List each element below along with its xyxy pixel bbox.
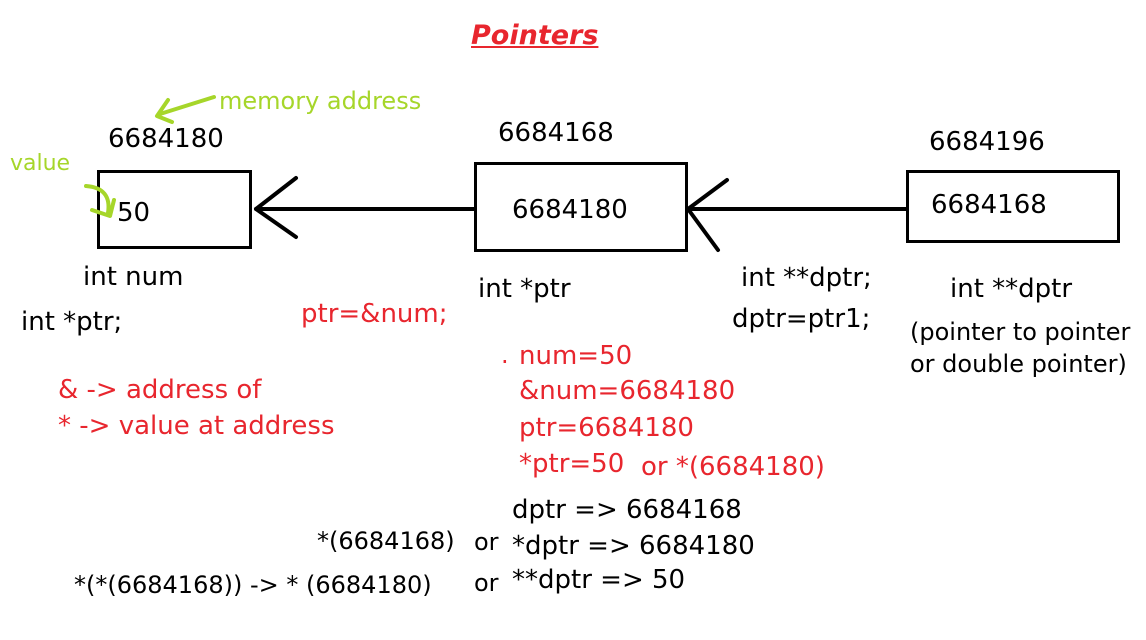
num-declaration: int num <box>83 262 184 292</box>
dptr-value-line: dptr => 6684168 <box>512 495 742 525</box>
or-word-2: or <box>474 569 499 597</box>
address-of-note: & -> address of <box>58 375 262 405</box>
or-deref-address: or *(6684180) <box>641 452 825 482</box>
memory-address-pointer-head <box>155 98 174 124</box>
value-at-note: * -> value at address <box>58 411 335 441</box>
dptr-box <box>906 170 1120 243</box>
memory-address-pointer-line <box>158 95 216 116</box>
ptr-assign: ptr=&num; <box>301 299 448 329</box>
ptr-address: 6684168 <box>498 118 614 148</box>
dptr-assign: dptr=ptr1; <box>732 304 871 334</box>
memory-address-label: memory address <box>219 87 422 115</box>
value-pointer-head <box>90 198 116 218</box>
num-eq: num=50 <box>519 341 633 371</box>
ptr-value: 6684180 <box>512 195 628 225</box>
deref-dptr-line: *dptr => 6684180 <box>512 531 755 561</box>
ptr-to-num-arrowhead <box>254 176 298 239</box>
dptr-decl: int **dptr; <box>741 263 872 293</box>
double-pointer-note-2: or double pointer) <box>910 350 1127 378</box>
ptr-declaration: int *ptr <box>478 274 571 304</box>
value-pointer-curve <box>84 184 111 215</box>
double-deref-line: **dptr => 50 <box>512 565 686 595</box>
value-label: value <box>10 151 71 176</box>
dot-mark: . <box>501 341 509 369</box>
ptr-eq: ptr=6684180 <box>519 413 694 443</box>
deref-ptr-eq: *ptr=50 <box>519 449 625 479</box>
page-title: Pointers <box>471 20 599 51</box>
dptr-address: 6684196 <box>929 127 1045 157</box>
ptr-box <box>474 162 688 252</box>
addr-num-eq: &num=6684180 <box>519 376 736 406</box>
or-word-1: or <box>474 528 499 556</box>
dptr-declaration: int **dptr <box>950 274 1073 304</box>
double-pointer-note-1: (pointer to pointer <box>910 318 1131 346</box>
num-address: 6684180 <box>108 124 224 154</box>
dptr-to-ptr-arrowhead <box>686 178 729 252</box>
deref-6684168: *(6684168) <box>317 527 455 555</box>
num-value: 50 <box>117 198 151 228</box>
num-box <box>97 170 252 249</box>
deref-deref-line: *(*(6684168)) -> * (6684180) <box>74 571 432 599</box>
dptr-value: 6684168 <box>931 190 1047 220</box>
int-ptr-decl: int *ptr; <box>21 307 123 337</box>
